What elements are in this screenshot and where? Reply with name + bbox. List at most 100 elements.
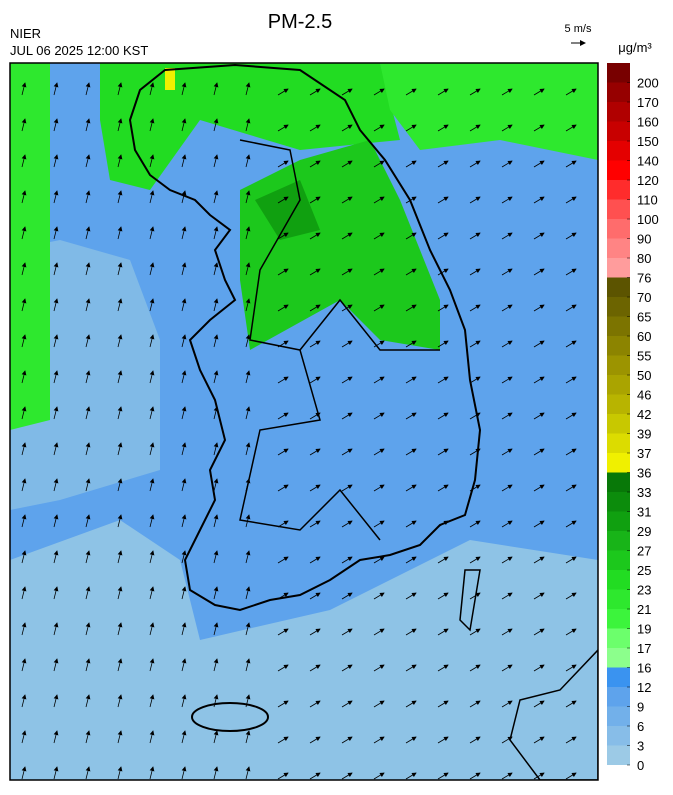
jeju-island: [191, 702, 269, 732]
wind-arrow: [245, 766, 251, 780]
wind-arrow: [501, 628, 513, 636]
wind-arrow: [53, 190, 59, 204]
wind-arrow: [533, 772, 545, 780]
wind-arrow: [277, 700, 289, 708]
wind-arrow: [149, 478, 155, 492]
colorbar-label: 42: [637, 407, 651, 422]
wind-arrow: [277, 556, 289, 564]
wind-arrow: [85, 370, 91, 384]
wind-arrow: [533, 160, 545, 168]
wind-arrow: [309, 268, 321, 276]
wind-arrow: [405, 412, 417, 420]
wind-arrow: [117, 658, 123, 672]
wind-arrow: [181, 262, 187, 276]
wind-arrow: [373, 304, 385, 312]
colorbar-segment: [607, 219, 630, 239]
colorbar-label: 70: [637, 290, 651, 305]
wind-arrow: [501, 520, 513, 528]
wind-arrow: [117, 118, 123, 132]
wind-arrow: [85, 766, 91, 780]
wind-arrow: [85, 478, 91, 492]
wind-arrow: [437, 736, 449, 744]
colorbar-label: 140: [637, 154, 659, 169]
wind-arrow: [21, 622, 27, 636]
wind-arrow: [181, 82, 187, 96]
wind-arrow: [85, 154, 91, 168]
wind-arrow: [85, 226, 91, 240]
wind-arrow: [565, 88, 577, 96]
wind-arrow: [309, 88, 321, 96]
wind-arrow: [469, 340, 481, 348]
wind-arrow: [469, 124, 481, 132]
wind-arrow: [309, 340, 321, 348]
wind-arrow: [149, 334, 155, 348]
wind-arrow: [405, 556, 417, 564]
wind-arrow: [245, 514, 251, 528]
wind-arrow: [437, 304, 449, 312]
wind-arrow: [469, 628, 481, 636]
wind-arrow: [469, 556, 481, 564]
wind-arrow: [469, 268, 481, 276]
wind-arrow: [181, 766, 187, 780]
wind-arrow: [277, 340, 289, 348]
wind-arrow: [469, 160, 481, 168]
colorbar-segment: [607, 726, 630, 746]
wind-arrow: [21, 334, 27, 348]
wind-arrow: [213, 730, 219, 744]
wind-arrow: [309, 700, 321, 708]
wind-arrow: [565, 124, 577, 132]
wind-arrow: [501, 556, 513, 564]
wind-arrow: [341, 736, 353, 744]
wind-arrow: [213, 262, 219, 276]
wind-arrow: [501, 160, 513, 168]
wind-arrow: [53, 154, 59, 168]
wind-arrow: [117, 730, 123, 744]
wind-arrow: [277, 772, 289, 780]
wind-arrow: [341, 340, 353, 348]
colorbar-label: 33: [637, 485, 651, 500]
wind-arrow: [373, 412, 385, 420]
wind-arrow: [245, 658, 251, 672]
colorbar-segment: [607, 570, 630, 590]
wind-arrow: [373, 592, 385, 600]
colorbar-segment: [607, 687, 630, 707]
agency: NIER: [10, 26, 41, 41]
wind-arrow: [565, 232, 577, 240]
wind-arrow: [181, 514, 187, 528]
wind-arrow: [149, 190, 155, 204]
colorbar-segment: [607, 375, 630, 395]
wind-arrow: [245, 694, 251, 708]
colorbar-label: 19: [637, 622, 651, 637]
wind-arrow: [533, 124, 545, 132]
colorbar-label: 27: [637, 544, 651, 559]
wind-arrow: [181, 442, 187, 456]
wind-arrow: [53, 766, 59, 780]
colorbar-segment: [607, 628, 630, 648]
wind-arrow: [117, 586, 123, 600]
wind-arrow: [21, 766, 27, 780]
wind-arrow: [53, 658, 59, 672]
wind-arrow: [501, 772, 513, 780]
wind-arrow: [85, 694, 91, 708]
colorbar-segment: [607, 355, 630, 375]
green-dark: [255, 180, 320, 240]
wind-arrow: [533, 448, 545, 456]
wind-arrow: [213, 622, 219, 636]
wind-arrow: [341, 412, 353, 420]
wind-arrow: [149, 262, 155, 276]
wind-arrow: [181, 190, 187, 204]
wind-arrow: [149, 226, 155, 240]
colorbar-segment: [607, 180, 630, 200]
wind-arrow: [213, 766, 219, 780]
wind-arrow: [533, 736, 545, 744]
colorbar-segment: [607, 277, 630, 297]
wind-arrow: [533, 520, 545, 528]
colorbar-segment: [607, 511, 630, 531]
wind-arrow: [405, 700, 417, 708]
wind-arrow: [373, 88, 385, 96]
colorbar-label: 65: [637, 310, 651, 325]
wind-arrow: [501, 304, 513, 312]
colorbar-label: 120: [637, 173, 659, 188]
wind-arrow: [373, 124, 385, 132]
wind-arrow: [565, 448, 577, 456]
